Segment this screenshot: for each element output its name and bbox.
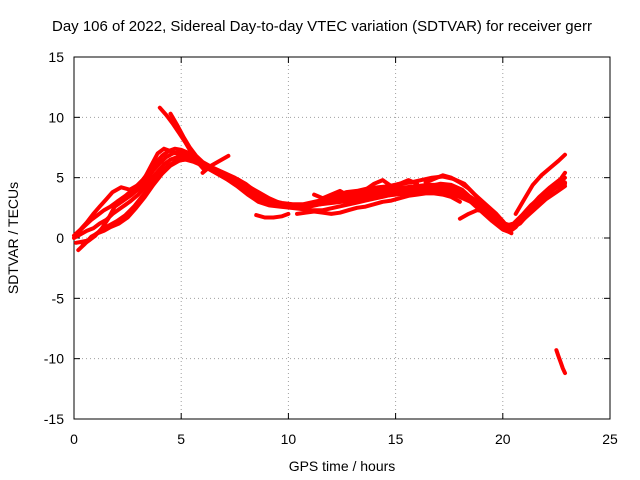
series-line-track-14 xyxy=(457,208,514,236)
x-tick-label: 5 xyxy=(177,431,185,447)
series-line-track-9 xyxy=(200,153,231,175)
x-axis-title: GPS time / hours xyxy=(289,458,396,474)
chart-title: Day 106 of 2022, Sidereal Day-to-day VTE… xyxy=(52,18,592,35)
x-tick-label: 10 xyxy=(281,431,297,447)
series-line-track-15 xyxy=(513,152,567,216)
y-tick-label: 15 xyxy=(48,49,64,65)
series-line-track-16 xyxy=(554,348,567,376)
series-line-track-10 xyxy=(254,211,291,220)
y-axis-title: SDTVAR / TECUs xyxy=(5,182,21,294)
x-tick-label: 15 xyxy=(388,431,404,447)
series-layer xyxy=(72,105,567,376)
y-tick-label: 0 xyxy=(56,230,64,246)
y-tick-label: -10 xyxy=(44,351,64,367)
y-tick-label: -5 xyxy=(52,290,65,306)
y-tick-label: -15 xyxy=(44,411,64,427)
series-line-track-13 xyxy=(423,173,505,224)
grid xyxy=(74,57,610,419)
series-line-track-8 xyxy=(168,111,212,168)
series-line-track-12 xyxy=(295,191,462,216)
x-tick-label: 0 xyxy=(70,431,78,447)
x-tick-label: 20 xyxy=(495,431,511,447)
x-tick-label: 25 xyxy=(602,431,618,447)
y-tick-label: 5 xyxy=(56,170,64,186)
series-line-track-11 xyxy=(312,178,419,201)
y-tick-label: 10 xyxy=(48,109,64,125)
axis-ticks: 0 5 10 15 20 25 -15 -10 -5 0 5 10 15 xyxy=(44,49,618,447)
